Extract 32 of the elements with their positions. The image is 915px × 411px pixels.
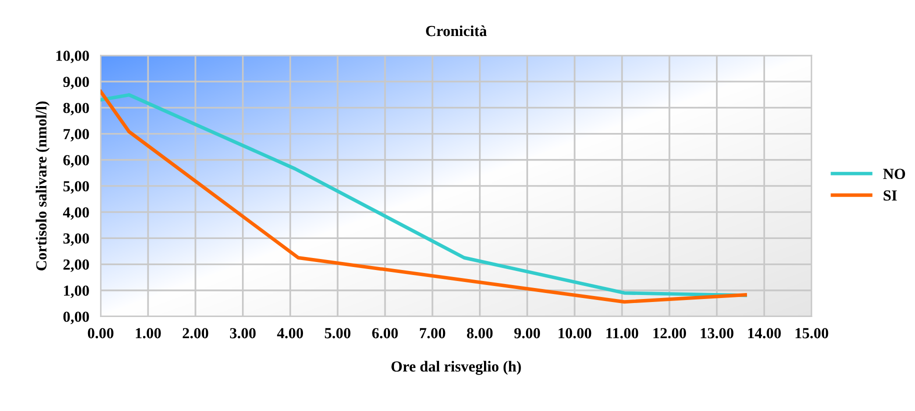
x-tick-label: 8.00 [466,328,493,338]
x-tick-label: 15.00 [796,328,828,338]
x-tick-label: 5.00 [324,328,350,338]
y-tick-label: 1,00 [64,286,89,298]
x-tick-label: 14.00 [748,328,781,338]
y-tick-label: 10,00 [56,50,89,64]
x-tick-label: 7.00 [420,328,446,338]
x-tick-label: 11.00 [606,328,638,338]
x-axis-title: Ore dal risveglio (h) [391,360,521,375]
x-tick-label: 2.00 [182,328,208,338]
x-tick-label: 9.00 [514,328,540,338]
y-axis-title: Cortisolo salivare (nmol/l) [36,101,50,270]
chart-title: Cronicità [426,25,487,36]
legend-label: NO [883,168,906,180]
x-tick-label: 12.00 [653,328,686,338]
legend-label: SI [884,190,897,201]
y-tick-label: 9,00 [63,76,89,90]
x-tick-label: 6.00 [372,328,398,338]
x-tick-label: 4.00 [277,328,304,338]
y-tick-label: 0,00 [63,312,89,324]
y-tick-label: 3,00 [63,233,89,246]
y-tick-label: 6,00 [63,155,89,168]
x-tick-label: 10.00 [558,328,592,338]
y-tick-label: 8,00 [63,102,89,116]
y-tick-label: 5,00 [63,181,89,194]
x-tick-label: 0.00 [88,328,114,338]
y-tick-label: 4,00 [63,207,89,220]
y-tick-label: 7,00 [64,128,89,142]
x-tick-label: 3.00 [230,328,256,338]
x-tick-label: 1.00 [136,328,161,338]
x-tick-label: 13.00 [700,328,734,338]
y-tick-label: 2,00 [63,259,89,272]
